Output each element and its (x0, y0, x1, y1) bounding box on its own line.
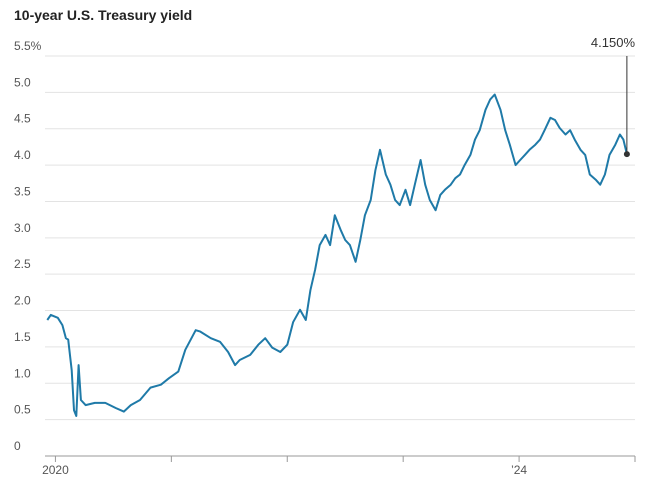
x-tick-label: ’24 (511, 463, 527, 477)
y-tick-label: 5.0 (14, 75, 31, 89)
x-tick-label: 2020 (42, 463, 69, 477)
y-tick-label: 1.5 (14, 330, 31, 344)
annotation: 4.150% (591, 35, 636, 50)
y-tick-label: 4.0 (14, 148, 31, 162)
y-tick-label: 2.0 (14, 294, 31, 308)
y-tick-label: 0.5 (14, 403, 31, 417)
y-tick-label: 0 (14, 439, 21, 453)
end-point (623, 151, 630, 158)
y-tick-label: 5.5% (14, 39, 42, 53)
y-tick-label: 1.0 (14, 366, 31, 380)
chart-title: 10-year U.S. Treasury yield (14, 7, 192, 23)
line (46, 93, 628, 417)
y-tick-label: 3.0 (14, 221, 31, 235)
y-tick-label: 2.5 (14, 257, 31, 271)
y-tick-label: 4.5 (14, 112, 31, 126)
y-tick-label: 3.5 (14, 184, 31, 198)
